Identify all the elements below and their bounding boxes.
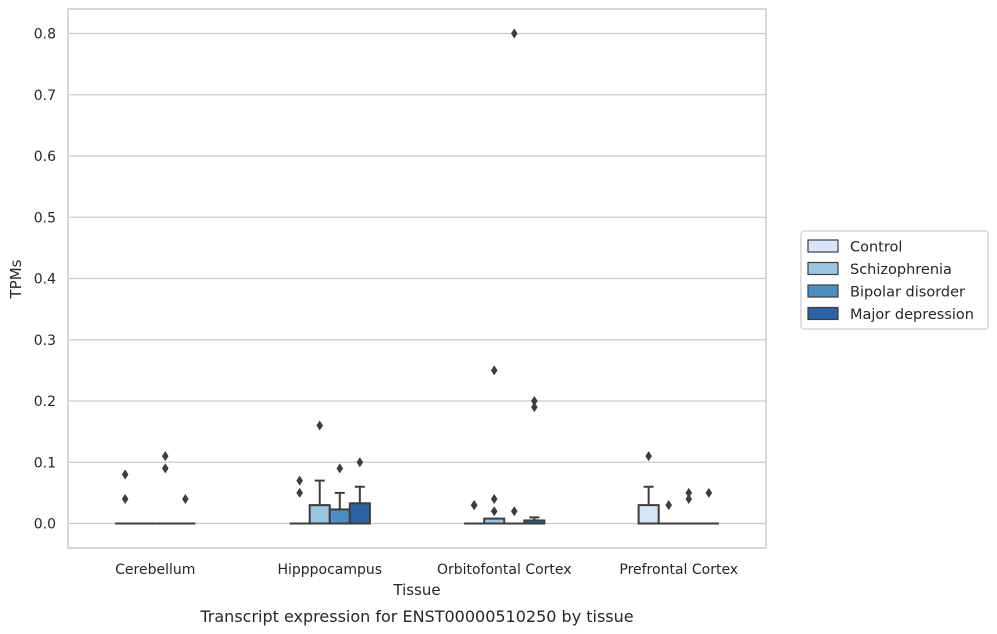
outlier-point [336, 463, 344, 474]
box-body [308, 504, 331, 525]
legend-swatch [807, 239, 839, 253]
x-tick-label: Orbitofontal Cortex [437, 562, 572, 578]
y-tick-label: 0.1 [34, 455, 56, 471]
legend: Control Schizophrenia Bipolar disorder Majo… [800, 230, 989, 330]
outlier-point [182, 494, 189, 504]
box-major-depression [348, 457, 371, 525]
legend-swatch [807, 284, 839, 298]
gridlines [68, 32, 766, 525]
outlier-point [665, 500, 673, 511]
box-body [348, 502, 371, 525]
box-bipolar-disorder [504, 28, 525, 525]
boxes [115, 28, 719, 525]
box-major-depression [698, 487, 719, 525]
outlier-point [121, 494, 129, 504]
outlier-point [685, 487, 693, 498]
box-major-depression [523, 396, 546, 525]
legend-swatch [807, 261, 839, 276]
x-tick-label: Cerebellum [115, 562, 195, 578]
outlier-point [161, 463, 169, 474]
outlier-point [531, 396, 538, 406]
plot-area [67, 8, 767, 549]
outlier-point [161, 451, 169, 462]
y-tick-label: 0.7 [34, 88, 56, 104]
box-schizophrenia [308, 420, 331, 525]
outlier-point [356, 457, 364, 468]
outlier-point [296, 475, 303, 486]
outlier-point [685, 494, 693, 504]
y-tick-label: 0.4 [34, 272, 56, 288]
legend-label: Control [850, 240, 902, 256]
x-tick-label: Prefrontal Cortex [619, 562, 738, 578]
legend-swatch [807, 306, 839, 321]
y-tick-label: 0.8 [34, 27, 56, 43]
box-control [464, 500, 485, 525]
legend-label: Schizophrenia [850, 262, 952, 278]
outlier-point [490, 365, 498, 376]
box-bipolar-disorder [328, 463, 351, 525]
box-control [115, 469, 136, 525]
y-tick-label: 0.0 [34, 517, 56, 533]
x-tick-label: Hipppocampus [277, 562, 382, 578]
box-bipolar-disorder [155, 451, 176, 525]
outlier-point [470, 500, 478, 511]
y-axis-label: TPMs [7, 259, 25, 299]
box-schizophrenia [483, 365, 506, 525]
x-axis-ticks: Cerebellum Hipppocampus Orbitofontal Corte… [115, 562, 738, 578]
outlier-point [296, 487, 303, 498]
box-body [637, 504, 660, 525]
legend-label: Bipolar disorder [850, 285, 965, 301]
box-control [289, 475, 310, 525]
outlier-point [490, 506, 498, 517]
y-axis-ticks: 0.0 0.1 0.2 0.3 0.4 0.5 0.6 0.7 0.8 [34, 27, 56, 533]
outlier-point [510, 506, 518, 517]
legend-frame [800, 230, 989, 330]
figure-caption: Transcript expression for ENST0000051025… [199, 607, 633, 626]
box-major-depression [175, 494, 196, 525]
outlier-point [121, 469, 129, 480]
outlier-point [705, 487, 713, 498]
y-tick-label: 0.3 [34, 333, 56, 349]
y-tick-label: 0.5 [34, 210, 56, 226]
outlier-point [510, 28, 518, 39]
box-bipolar-disorder [678, 487, 699, 525]
outlier-point [645, 451, 652, 462]
y-tick-label: 0.2 [34, 394, 56, 410]
box-control [637, 451, 660, 525]
outlier-point [531, 402, 538, 413]
outlier-point [316, 420, 324, 431]
box-body [328, 508, 351, 525]
legend-label: Major depression [850, 307, 974, 323]
outlier-point [490, 494, 498, 504]
y-tick-label: 0.6 [34, 149, 56, 165]
x-axis-label: Tissue [392, 581, 440, 599]
box-schizophrenia [658, 500, 679, 525]
